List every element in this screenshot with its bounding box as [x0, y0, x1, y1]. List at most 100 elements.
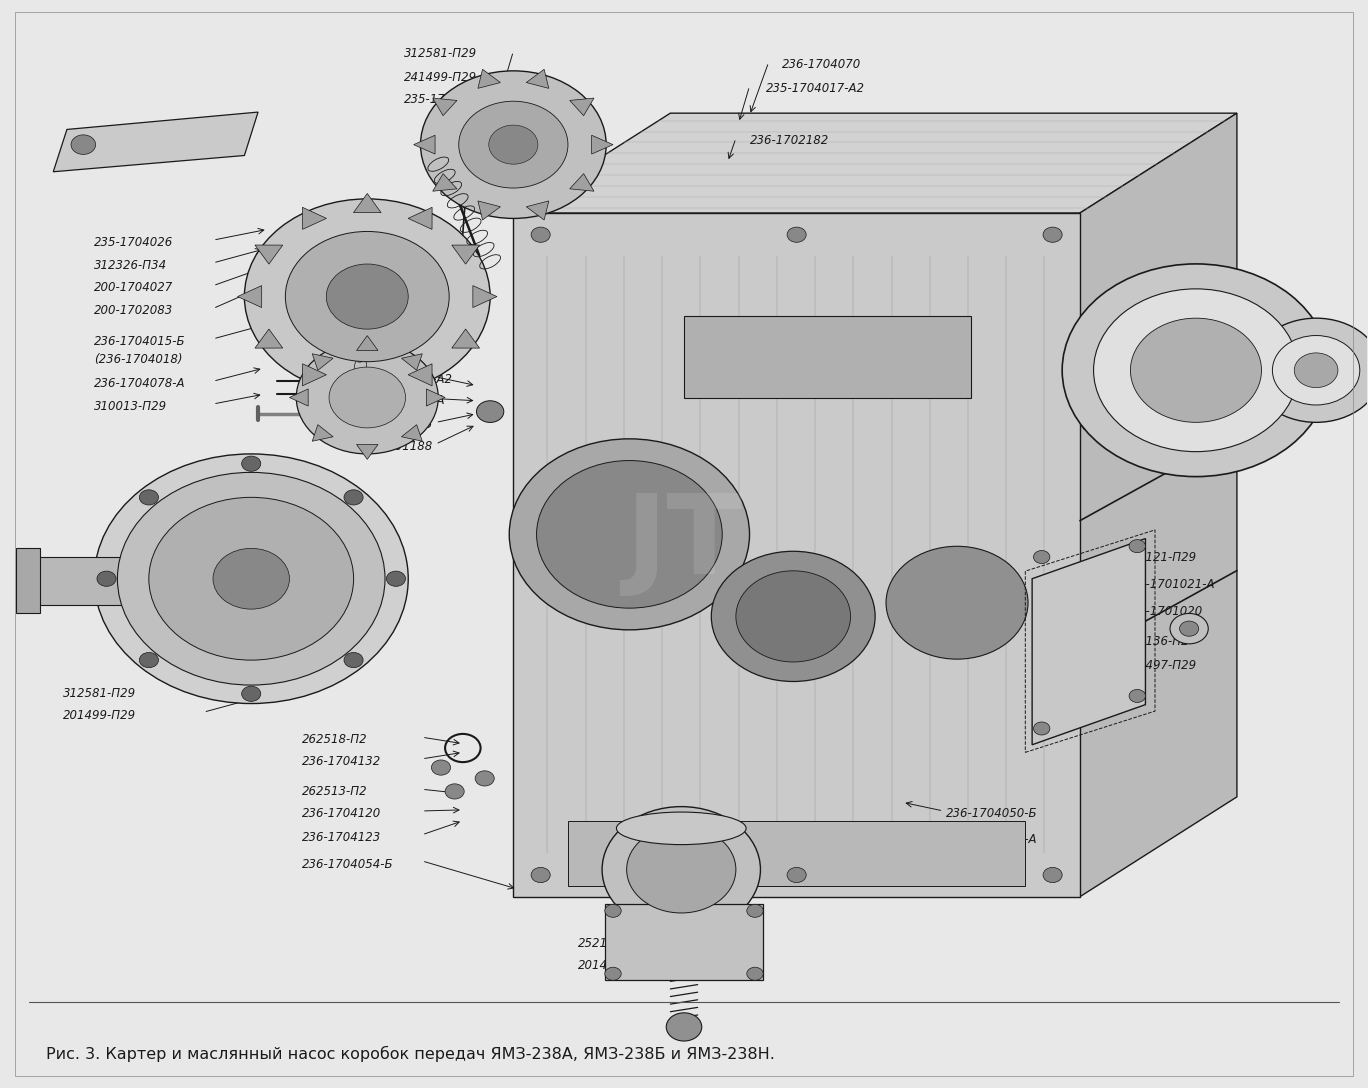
- Polygon shape: [427, 388, 445, 406]
- Circle shape: [97, 571, 116, 586]
- Polygon shape: [16, 548, 40, 614]
- Circle shape: [627, 826, 736, 913]
- Circle shape: [787, 867, 806, 882]
- Circle shape: [509, 438, 750, 630]
- Circle shape: [711, 552, 876, 681]
- Polygon shape: [451, 329, 480, 348]
- Polygon shape: [254, 245, 283, 264]
- Text: 236-1702182: 236-1702182: [750, 134, 829, 147]
- Circle shape: [1062, 264, 1330, 477]
- Polygon shape: [357, 445, 378, 459]
- Polygon shape: [477, 201, 501, 220]
- Text: 312581-П29: 312581-П29: [404, 47, 477, 60]
- Circle shape: [1129, 690, 1145, 703]
- Text: 236-1704015-Б: 236-1704015-Б: [94, 335, 186, 347]
- Polygon shape: [477, 70, 501, 88]
- Circle shape: [1033, 551, 1049, 564]
- Polygon shape: [605, 904, 763, 980]
- Polygon shape: [238, 285, 261, 308]
- Polygon shape: [1079, 113, 1237, 897]
- Circle shape: [476, 400, 503, 422]
- Circle shape: [431, 759, 450, 775]
- Text: JT: JT: [625, 491, 743, 597]
- Polygon shape: [302, 208, 327, 230]
- Text: 216300-П29: 216300-П29: [1137, 442, 1211, 455]
- Polygon shape: [353, 381, 382, 399]
- Circle shape: [245, 199, 490, 394]
- Text: 312581-П29: 312581-П29: [63, 688, 135, 701]
- Circle shape: [1042, 227, 1062, 243]
- Polygon shape: [527, 70, 549, 88]
- Polygon shape: [26, 557, 252, 605]
- Circle shape: [445, 783, 464, 799]
- Ellipse shape: [617, 812, 746, 844]
- Circle shape: [666, 1013, 702, 1041]
- Circle shape: [343, 653, 363, 668]
- Polygon shape: [312, 354, 332, 370]
- Circle shape: [1042, 867, 1062, 882]
- Text: 236-1704132: 236-1704132: [302, 755, 380, 767]
- Circle shape: [1294, 353, 1338, 387]
- Text: 201497-П29: 201497-П29: [1123, 659, 1197, 672]
- Polygon shape: [432, 174, 457, 191]
- Text: 236-1701020: 236-1701020: [1123, 605, 1202, 618]
- Circle shape: [94, 454, 408, 704]
- Polygon shape: [413, 135, 435, 154]
- Circle shape: [747, 967, 763, 980]
- Circle shape: [458, 101, 568, 188]
- Circle shape: [242, 687, 261, 702]
- Circle shape: [343, 490, 363, 505]
- Polygon shape: [513, 113, 1237, 213]
- Text: 241499-П29: 241499-П29: [404, 71, 477, 84]
- Circle shape: [1272, 335, 1360, 405]
- Circle shape: [602, 806, 761, 932]
- Circle shape: [327, 264, 408, 330]
- Circle shape: [386, 571, 405, 586]
- Text: 262518-П2: 262518-П2: [302, 733, 368, 746]
- Text: 236-1701042-А: 236-1701042-А: [176, 507, 268, 520]
- Polygon shape: [591, 135, 613, 154]
- Polygon shape: [432, 98, 457, 115]
- Circle shape: [1130, 318, 1261, 422]
- Text: 201499-П29: 201499-П29: [63, 709, 135, 722]
- Circle shape: [488, 125, 538, 164]
- Polygon shape: [568, 820, 1025, 886]
- Text: 200-1702083: 200-1702083: [94, 305, 174, 318]
- Text: 235-1704026: 235-1704026: [94, 236, 174, 249]
- Circle shape: [1093, 289, 1298, 452]
- Text: 238-1701237: 238-1701237: [1137, 404, 1216, 417]
- Polygon shape: [254, 329, 283, 348]
- Circle shape: [536, 460, 722, 608]
- Text: 262513-П2: 262513-П2: [302, 784, 368, 798]
- Circle shape: [330, 367, 405, 428]
- Circle shape: [1250, 318, 1368, 422]
- Circle shape: [140, 653, 159, 668]
- Text: 252135-П2: 252135-П2: [577, 937, 643, 950]
- Text: 235-1704017-А2: 235-1704017-А2: [766, 82, 865, 95]
- Text: 201497-П29: 201497-П29: [577, 959, 651, 972]
- Polygon shape: [569, 174, 594, 191]
- Text: 235-1704030: 235-1704030: [404, 92, 483, 106]
- Text: 310013-П29: 310013-П29: [94, 399, 167, 412]
- Text: 236-1704029-А: 236-1704029-А: [353, 394, 445, 407]
- Text: 238Н-1701078: 238Н-1701078: [1137, 376, 1226, 390]
- Polygon shape: [401, 354, 423, 370]
- Text: 236-1704056-А: 236-1704056-А: [947, 832, 1037, 845]
- Text: 316121-П29: 316121-П29: [1123, 551, 1197, 564]
- Polygon shape: [527, 201, 549, 220]
- Circle shape: [736, 571, 851, 662]
- Circle shape: [1033, 722, 1049, 735]
- Circle shape: [140, 490, 159, 505]
- Circle shape: [420, 71, 606, 219]
- Text: (236-1704018): (236-1704018): [94, 353, 183, 366]
- Text: 236-1701040-А: 236-1701040-А: [63, 557, 155, 570]
- Circle shape: [286, 232, 449, 361]
- Circle shape: [1129, 540, 1145, 553]
- Circle shape: [242, 456, 261, 471]
- Text: 236-1704050-Б: 236-1704050-Б: [947, 806, 1037, 819]
- Circle shape: [886, 546, 1027, 659]
- Polygon shape: [569, 98, 594, 115]
- Text: 236-1704070: 236-1704070: [782, 58, 862, 71]
- Circle shape: [1170, 614, 1208, 644]
- Polygon shape: [1031, 539, 1145, 745]
